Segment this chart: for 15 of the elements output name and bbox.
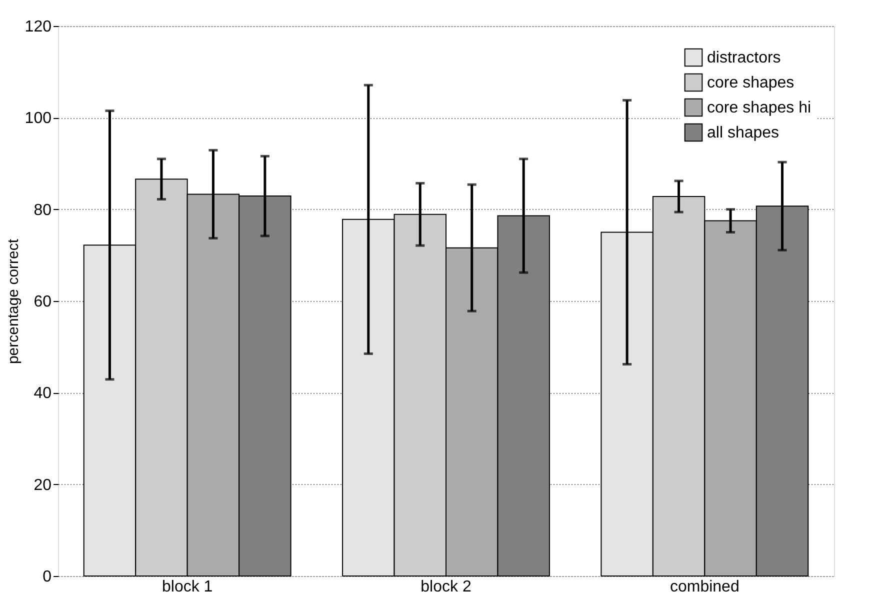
y-tick-label: 100 [24, 110, 52, 128]
x-tick-label: block 1 [162, 578, 213, 596]
y-tick-label: 120 [24, 18, 52, 36]
y-tick-label: 60 [34, 294, 52, 310]
y-tick-label: 20 [34, 476, 52, 494]
y-tick-label: 80 [34, 202, 52, 219]
legend-label: core shapes hi [707, 100, 812, 116]
x-tick-label: block 2 [420, 578, 472, 596]
legend-label: distractors [707, 50, 781, 66]
legend-label: core shapes [707, 74, 794, 92]
y-axis-title: percentage correct [4, 238, 22, 364]
x-tick-label: combined [670, 578, 740, 596]
y-tick-label: 40 [34, 385, 52, 402]
y-tick-label: 0 [42, 568, 52, 586]
legend-label: all shapes [707, 124, 780, 142]
